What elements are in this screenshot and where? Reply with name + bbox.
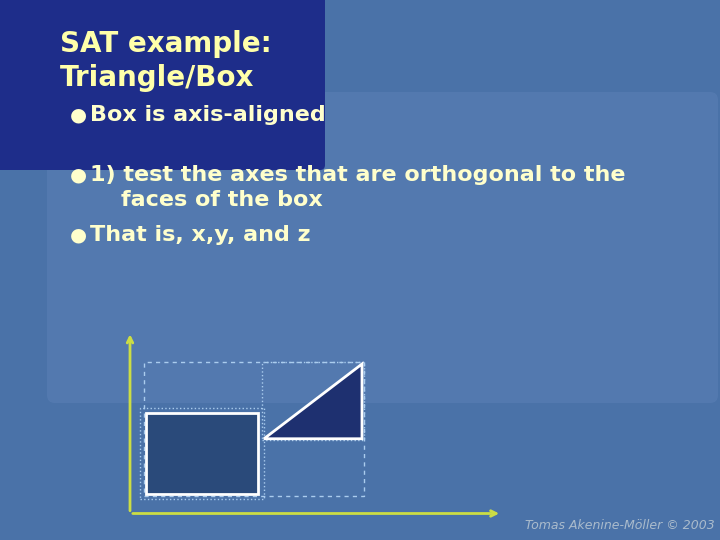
Text: Tomas Akenine-Möller © 2003: Tomas Akenine-Möller © 2003 xyxy=(526,519,715,532)
FancyBboxPatch shape xyxy=(47,92,718,403)
Text: 1) test the axes that are orthogonal to the
    faces of the box: 1) test the axes that are orthogonal to … xyxy=(90,165,626,210)
Bar xyxy=(146,413,258,494)
Text: ●: ● xyxy=(70,105,87,124)
Text: Box is axis-aligned: Box is axis-aligned xyxy=(90,105,325,125)
Bar xyxy=(144,362,364,496)
Text: SAT example:
Triangle/Box: SAT example: Triangle/Box xyxy=(60,30,271,91)
Text: ●: ● xyxy=(70,165,87,184)
Text: That is, x,y, and z: That is, x,y, and z xyxy=(90,225,310,245)
Bar xyxy=(262,362,364,441)
Polygon shape xyxy=(264,364,362,438)
Bar xyxy=(140,408,264,499)
FancyBboxPatch shape xyxy=(0,0,325,170)
Text: ●: ● xyxy=(70,225,87,244)
